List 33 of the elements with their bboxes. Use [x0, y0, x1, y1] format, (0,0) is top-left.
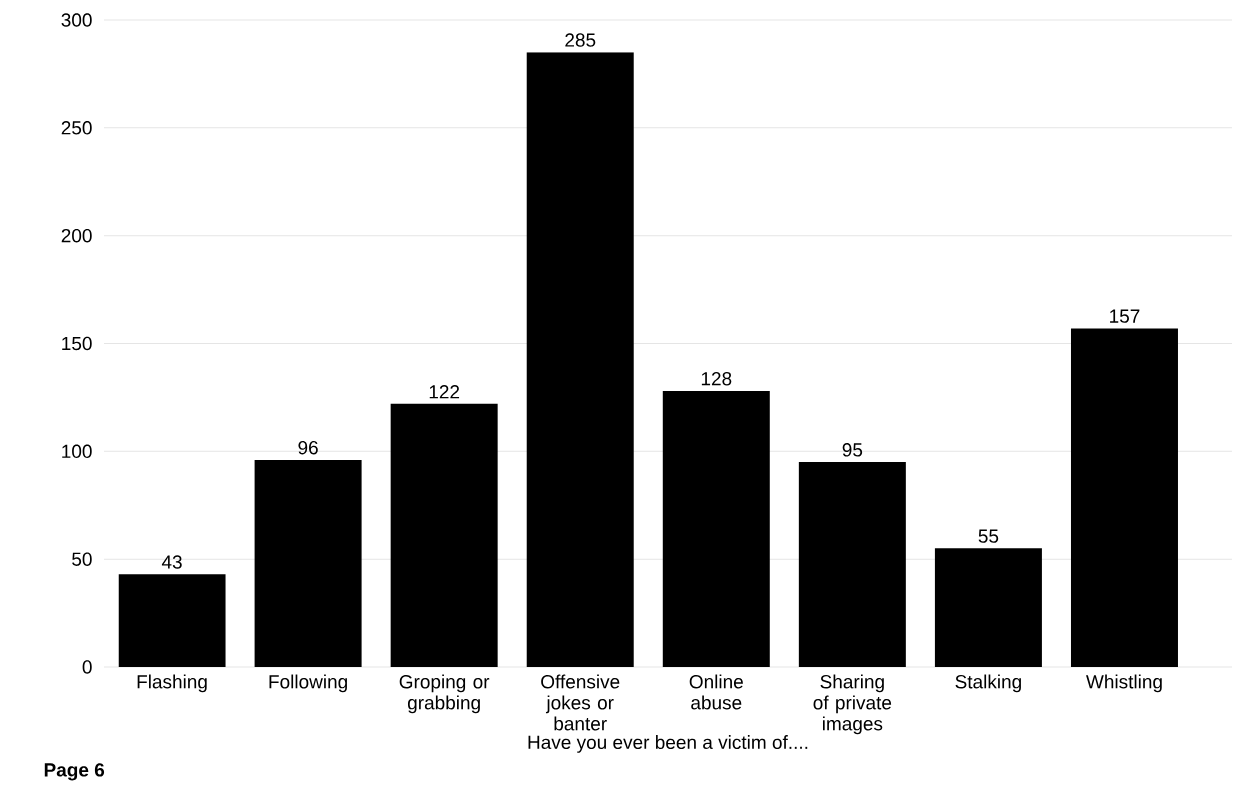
- x-tick-label: Following: [269, 674, 347, 693]
- data-label: 285: [565, 33, 596, 47]
- x-tick-label: Online abuse: [689, 674, 743, 710]
- bar: [1070, 328, 1178, 667]
- y-tick-label: 200: [61, 228, 92, 243]
- bar: [934, 548, 1042, 667]
- y-tick-label: 250: [61, 121, 92, 135]
- x-tick-label: Offensive jokes or banter: [541, 674, 620, 731]
- y-tick-label: 150: [62, 336, 92, 351]
- x-tick-label: Whistling: [1086, 674, 1162, 693]
- x-axis-title: Have you ever been a victim of....: [528, 735, 808, 753]
- y-tick-label: 0: [82, 660, 92, 674]
- x-tick-label: Groping or grabbing: [399, 674, 490, 714]
- bar: [118, 574, 226, 667]
- y-tick-label: 50: [72, 552, 92, 566]
- data-label: 95: [842, 443, 863, 457]
- x-tick-label: Sharing of private images: [813, 674, 892, 735]
- x-tick-label: Flashing: [137, 674, 207, 693]
- bar: [526, 52, 634, 667]
- bar: [390, 403, 498, 667]
- y-tick-label: 300: [61, 13, 92, 27]
- bar: [254, 459, 362, 667]
- data-label: 55: [978, 529, 999, 543]
- bar: [662, 390, 770, 667]
- y-tick-label: 100: [62, 444, 92, 459]
- bar: [798, 462, 906, 667]
- x-tick-label: Stalking: [955, 674, 1021, 693]
- data-label: 157: [1110, 309, 1140, 323]
- data-label: 96: [298, 440, 318, 455]
- data-label: 43: [161, 555, 182, 569]
- data-label: 128: [701, 371, 732, 386]
- text: Page 6: [44, 763, 105, 781]
- data-label: 122: [429, 385, 460, 399]
